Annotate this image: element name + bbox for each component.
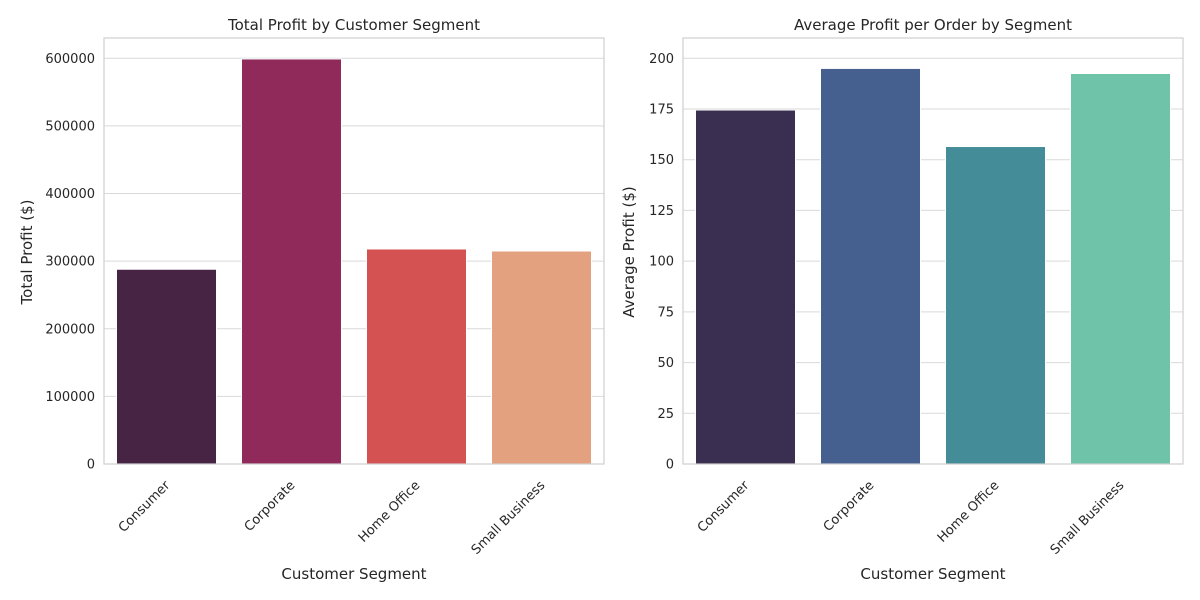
x-tick-label: Home Office [356, 478, 424, 546]
x-axis-label: Customer Segment [860, 565, 1005, 583]
y-tick-label: 150 [649, 153, 674, 168]
y-tick-label: 0 [87, 458, 95, 473]
bar-home-office [945, 146, 1046, 465]
y-tick-label: 175 [649, 103, 674, 118]
x-tick-label: Small Business [469, 478, 549, 558]
chart-title: Average Profit per Order by Segment [794, 16, 1072, 34]
x-tick-label: Corporate [821, 478, 878, 535]
y-tick-label: 300000 [45, 255, 95, 270]
y-axis-label: Total Profit ($) [18, 200, 36, 306]
y-tick-label: 125 [649, 204, 674, 219]
bar-consumer [695, 109, 796, 465]
chart-total-profit: Total Profit by Customer Segment Custome… [18, 16, 605, 583]
x-axis-label: Customer Segment [281, 565, 426, 583]
bar-consumer [116, 268, 217, 465]
y-tick-label: 200 [649, 52, 674, 67]
chart-title: Total Profit by Customer Segment [227, 16, 480, 34]
x-tick-label: Consumer [695, 478, 753, 536]
y-tick-label: 100 [649, 255, 674, 270]
bar-corporate [820, 67, 921, 465]
bar-small-business [491, 250, 592, 465]
y-tick-label: 25 [657, 407, 674, 422]
x-tick-label: Small Business [1048, 478, 1128, 558]
y-axis-label: Average Profit ($) [620, 186, 638, 318]
x-tick-label: Consumer [116, 478, 174, 536]
y-tick-label: 400000 [45, 187, 95, 202]
y-tick-label: 100000 [45, 390, 95, 405]
y-tick-label: 75 [657, 305, 674, 320]
bar-corporate [241, 58, 342, 465]
x-tick-label: Home Office [935, 478, 1003, 546]
y-tick-label: 500000 [45, 119, 95, 134]
y-tick-label: 0 [666, 458, 674, 473]
x-tick-label: Corporate [242, 478, 299, 535]
plot-frame [103, 37, 605, 465]
y-tick-label: 600000 [45, 52, 95, 67]
bar-small-business [1070, 73, 1171, 465]
y-tick-label: 50 [657, 356, 674, 371]
bar-home-office [366, 248, 467, 465]
plot-frame [682, 37, 1184, 465]
y-tick-label: 200000 [45, 322, 95, 337]
chart-average-profit: Average Profit per Order by Segment Cust… [620, 16, 1184, 583]
